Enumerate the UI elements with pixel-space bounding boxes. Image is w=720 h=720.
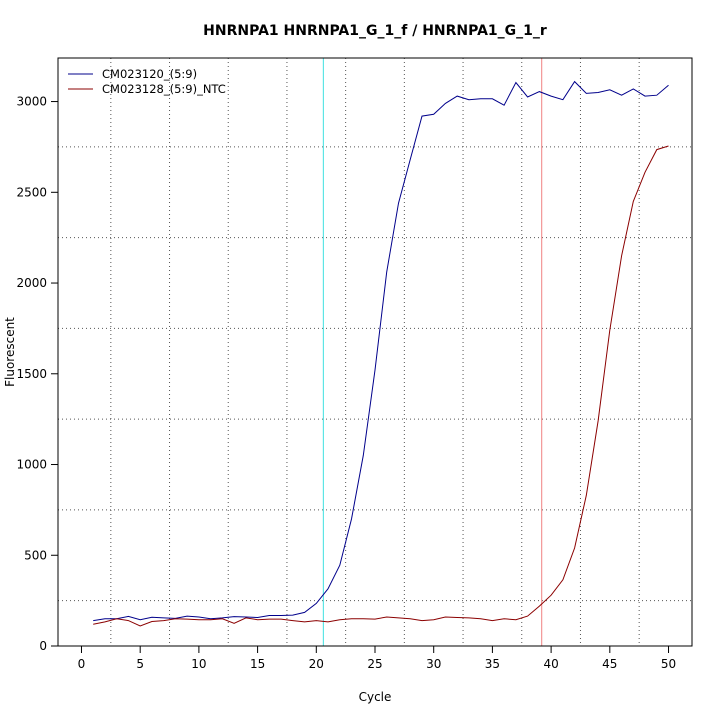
y-tick-label: 3000 xyxy=(16,95,47,109)
chart-title: HNRNPA1 HNRNPA1_G_1_f / HNRNPA1_G_1_r xyxy=(203,23,547,39)
x-tick-label: 0 xyxy=(78,657,86,671)
legend-label-1: CM023120_(5:9) xyxy=(102,67,197,81)
series-line-1 xyxy=(93,80,669,622)
threshold-lines xyxy=(322,58,543,646)
y-axis: 0 500 1000 1500 2000 2500 3000 xyxy=(16,95,58,653)
x-tick-label: 20 xyxy=(309,657,324,671)
data-series xyxy=(93,80,669,627)
series-line-2 xyxy=(93,145,669,627)
x-axis: 0 5 10 15 20 25 30 35 40 45 50 xyxy=(78,646,676,671)
x-tick-label: 45 xyxy=(602,657,617,671)
x-tick-label: 10 xyxy=(191,657,206,671)
y-tick-label: 2500 xyxy=(16,185,47,199)
x-tick-label: 5 xyxy=(136,657,144,671)
x-tick-label: 50 xyxy=(661,657,676,671)
x-axis-label: Cycle xyxy=(359,690,392,704)
y-tick-label: 2000 xyxy=(16,276,47,290)
y-tick-label: 1000 xyxy=(16,458,47,472)
grid-lines xyxy=(58,58,692,646)
x-tick-label: 35 xyxy=(485,657,500,671)
legend-label-2: CM023128_(5:9)_NTC xyxy=(102,82,226,96)
legend: CM023120_(5:9)CM023128_(5:9)_NTC xyxy=(68,67,226,96)
y-tick-label: 1500 xyxy=(16,367,47,381)
x-tick-label: 40 xyxy=(543,657,558,671)
x-tick-label: 25 xyxy=(367,657,382,671)
y-axis-label: Fluorescent xyxy=(3,317,17,387)
x-tick-label: 30 xyxy=(426,657,441,671)
y-tick-label: 500 xyxy=(24,548,47,562)
plot-frame xyxy=(57,57,693,647)
x-tick-label: 15 xyxy=(250,657,265,671)
y-tick-label: 0 xyxy=(39,639,47,653)
